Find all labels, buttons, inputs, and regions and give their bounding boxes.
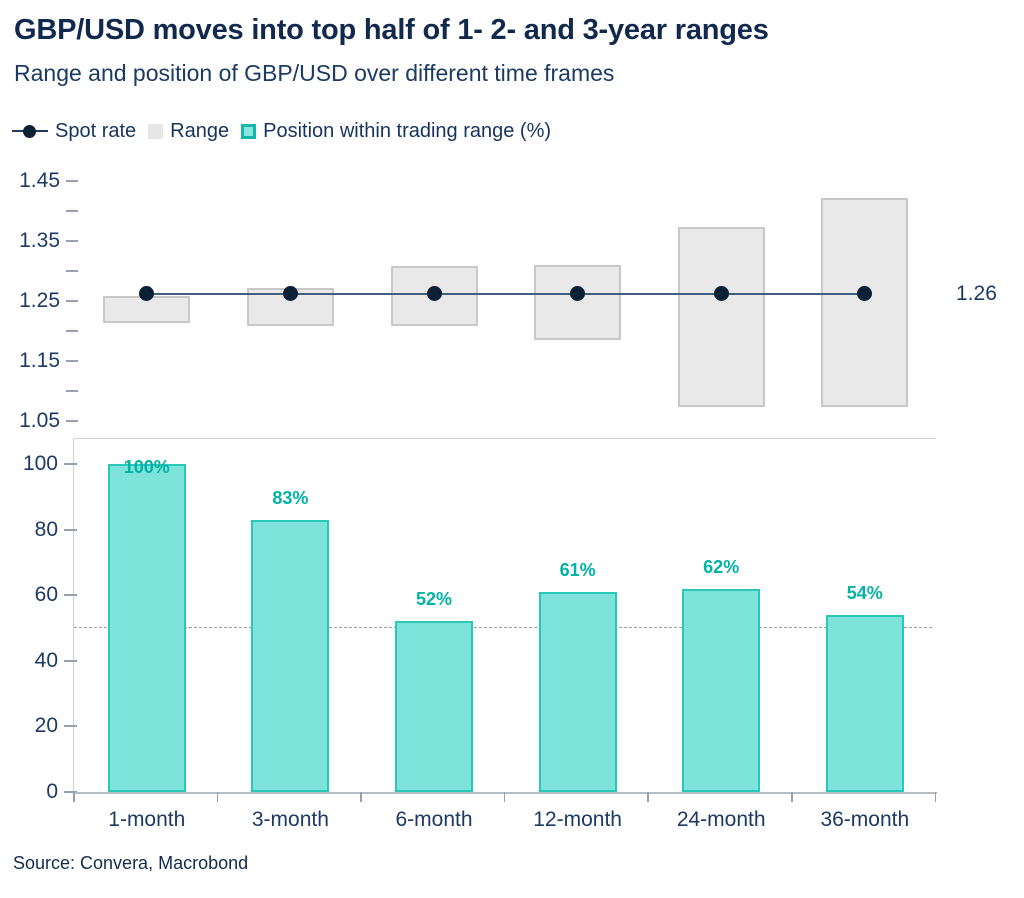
y-axis-tick — [64, 725, 77, 728]
x-axis-tick — [647, 792, 649, 802]
y-axis-line — [73, 438, 74, 793]
spot-rate-dot — [570, 286, 586, 302]
legend: Spot rate Range Position within trading … — [12, 117, 551, 145]
y-axis-label: 1.25 — [19, 289, 60, 312]
page-title: GBP/USD moves into top half of 1- 2- and… — [14, 14, 769, 46]
y-axis-label: 60 — [34, 583, 58, 607]
position-square-icon — [241, 123, 257, 139]
x-axis-tick — [934, 792, 937, 802]
range-bar — [677, 227, 765, 407]
spot-rate-line — [146, 292, 865, 295]
y-axis-label: 1.35 — [19, 229, 60, 252]
y-axis-tick — [66, 240, 78, 242]
position-bar-label: 61% — [559, 559, 596, 580]
spot-rate-dot — [713, 286, 729, 302]
reference-line-50 — [74, 627, 932, 628]
position-bar-label: 54% — [846, 582, 883, 603]
position-bar-label: 83% — [272, 487, 309, 508]
y-axis-tick — [66, 420, 78, 422]
spot-rate-dot — [139, 286, 155, 302]
x-axis-label: 3-month — [251, 808, 329, 831]
y-axis-label: 80 — [34, 517, 58, 541]
range-bar — [534, 265, 622, 340]
range-bar — [390, 265, 478, 327]
x-axis-label: 36-month — [820, 808, 910, 831]
y-axis-tick — [66, 180, 78, 182]
y-axis-label: 1.45 — [19, 169, 60, 192]
y-axis-minor-tick — [66, 390, 78, 392]
x-axis-label: 12-month — [533, 808, 622, 831]
x-axis-label: 24-month — [676, 808, 766, 831]
spot-rate-value-label: 1.26 — [956, 282, 997, 305]
y-axis-label: 1.05 — [19, 409, 60, 432]
x-axis-tick — [216, 792, 219, 802]
spot-rate-dot — [282, 286, 298, 302]
spot-rate-dot — [857, 286, 873, 302]
position-bar — [682, 588, 761, 792]
x-axis-tick — [360, 792, 362, 802]
range-bar — [821, 198, 909, 407]
y-axis-minor-tick — [66, 210, 78, 212]
x-axis-tick — [503, 792, 506, 802]
legend-label: Spot rate — [55, 119, 137, 142]
position-bar — [107, 464, 186, 792]
spot-rate-marker-icon — [12, 124, 48, 139]
x-axis-label: 1-month — [108, 808, 186, 831]
y-axis-tick — [64, 463, 77, 465]
chart-subtitle: Range and position of GBP/USD over diffe… — [14, 60, 615, 86]
y-axis-label: 0 — [46, 780, 58, 803]
y-axis-tick — [64, 528, 77, 531]
source-note: Source: Convera, Macrobond — [13, 853, 249, 873]
x-axis-label: 6-month — [395, 808, 473, 831]
panel-separator-line — [73, 438, 936, 439]
y-axis-tick — [66, 300, 78, 302]
y-axis-tick — [66, 360, 78, 362]
spot-rate-dot — [426, 286, 442, 302]
y-axis-label: 40 — [34, 648, 58, 672]
y-axis-tick — [64, 791, 77, 793]
y-axis-label: 100 — [22, 452, 58, 475]
y-axis-label: 20 — [34, 714, 58, 738]
y-axis-minor-tick — [66, 270, 78, 272]
x-axis-tick — [791, 792, 793, 802]
legend-label: Position within trading range (%) — [263, 119, 552, 142]
x-axis-tick — [73, 792, 75, 802]
position-bar-label: 100% — [123, 457, 170, 477]
position-bar — [395, 621, 473, 792]
position-bar-label: 62% — [703, 556, 740, 577]
position-bar-label: 52% — [415, 589, 453, 610]
y-axis-tick — [64, 659, 77, 662]
position-bar — [538, 591, 617, 792]
legend-item-range: Range — [148, 120, 229, 143]
legend-item-spot-rate: Spot rate — [12, 120, 136, 143]
position-bar — [825, 614, 904, 792]
y-axis-tick — [64, 594, 77, 597]
legend-item-position: Position within trading range (%) — [241, 120, 551, 143]
range-square-icon — [148, 123, 164, 139]
y-axis-label: 1.15 — [19, 349, 60, 372]
y-axis-minor-tick — [66, 330, 78, 332]
legend-label: Range — [170, 119, 230, 142]
position-bar — [251, 519, 330, 792]
